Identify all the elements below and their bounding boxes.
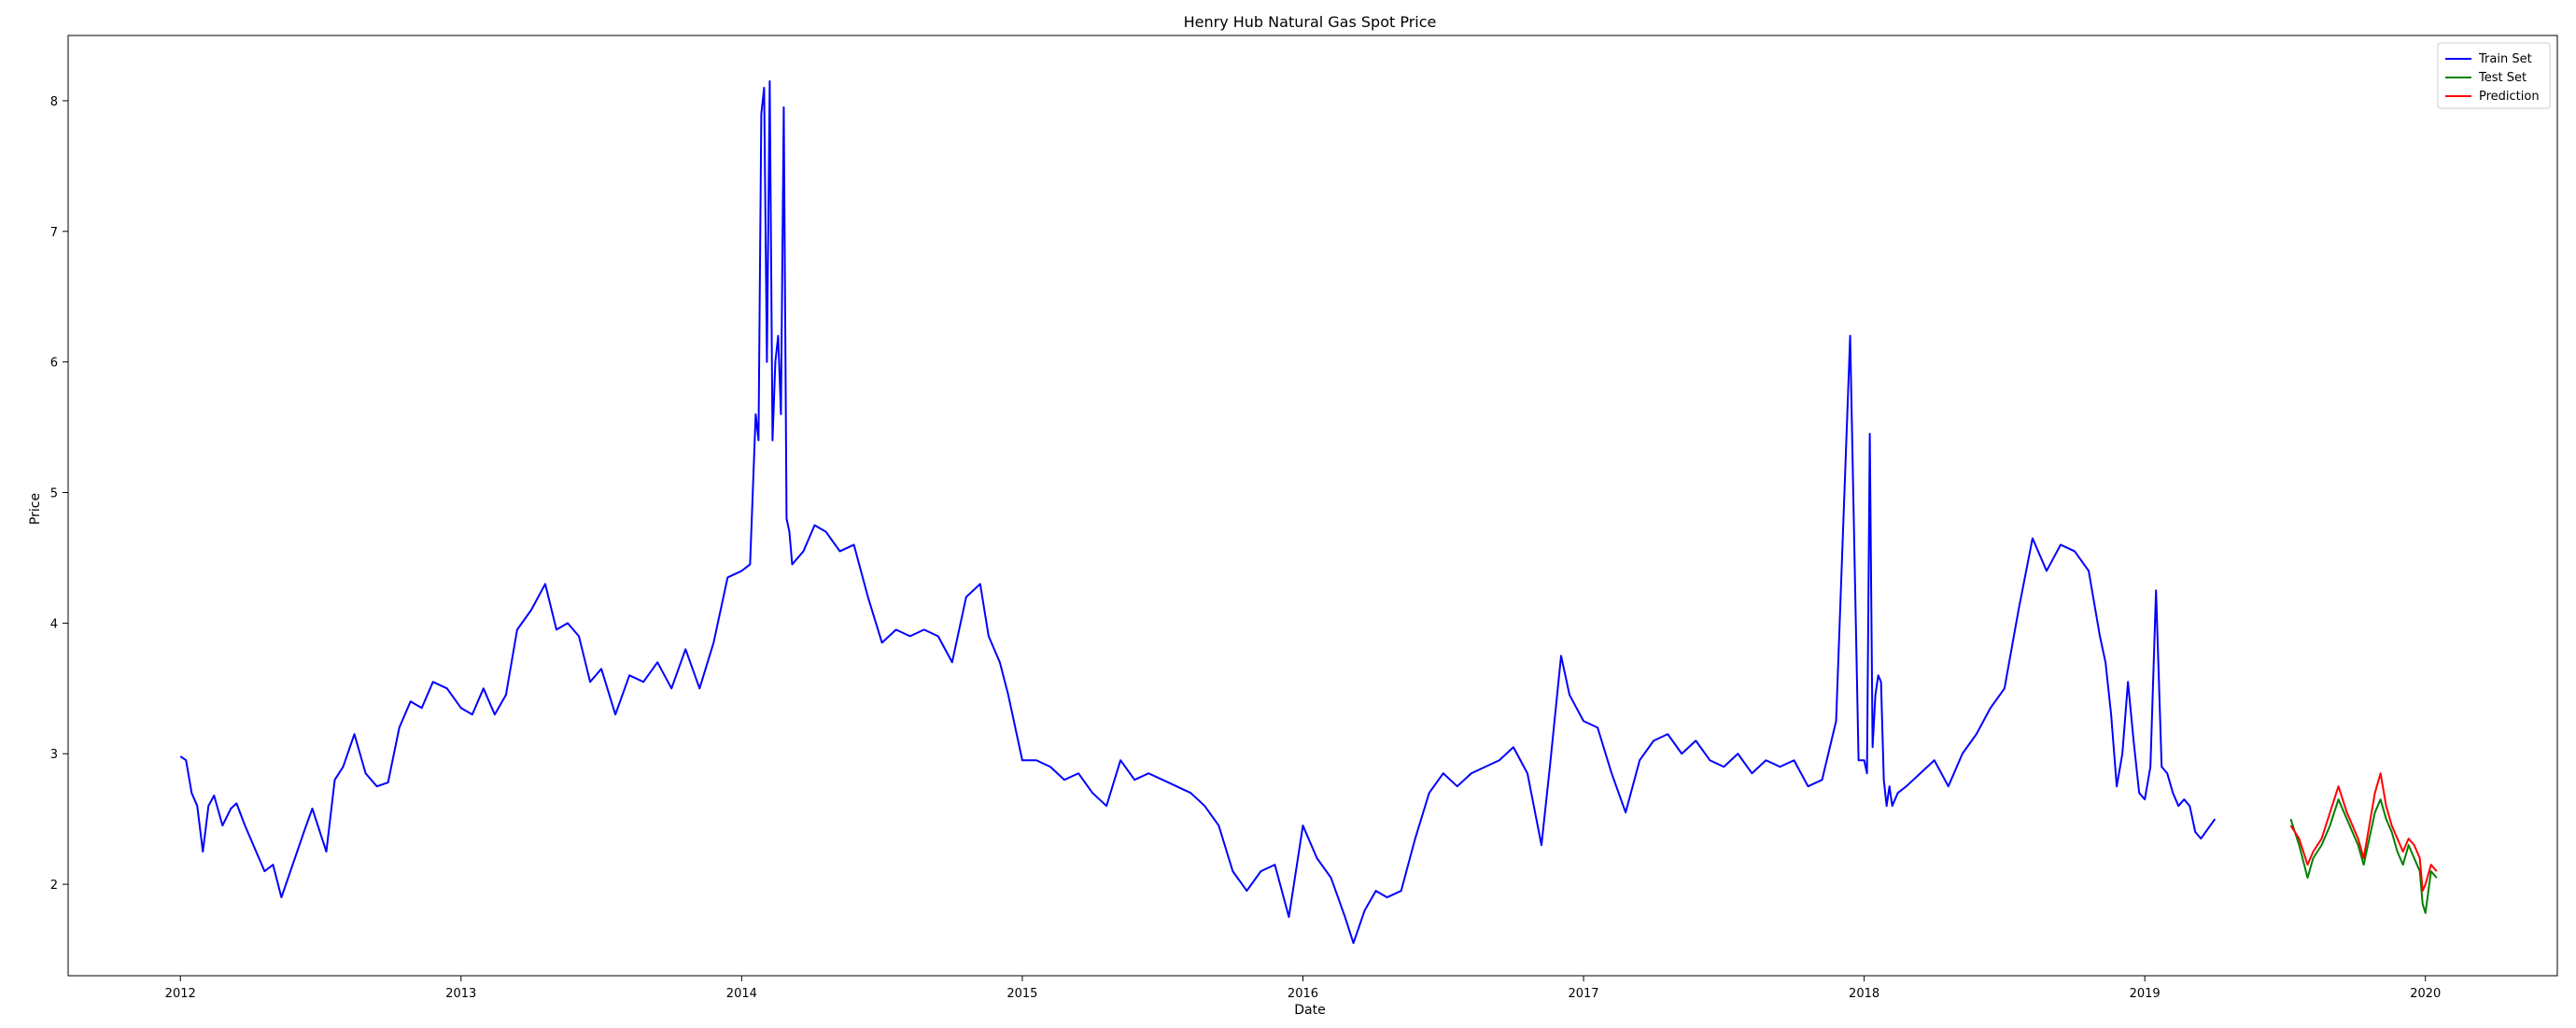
y-axis-label: Price (28, 493, 43, 525)
series-line-train-set (179, 79, 2217, 945)
series-layer (179, 79, 2438, 945)
x-tick-label: 2013 (445, 987, 476, 1001)
y-tick-label: 3 (50, 748, 58, 762)
y-tick-label: 8 (50, 95, 58, 109)
y-tick-label: 4 (50, 617, 58, 631)
y-tick-label: 2 (50, 879, 58, 893)
x-tick-label: 2014 (726, 987, 757, 1001)
axes-frame (67, 35, 2558, 977)
legend-label-test-set: Test Set (2478, 71, 2527, 85)
legend-label-prediction: Prediction (2479, 90, 2540, 104)
x-tick-label: 2017 (1568, 987, 1598, 1001)
y-tick-label: 6 (50, 357, 58, 371)
x-tick-label: 2015 (1006, 987, 1037, 1001)
x-tick-label: 2016 (1288, 987, 1318, 1001)
axes-layer: 2012 2013 2014 2015 2016 2017 2018 2019 2020 2 3 4 5… (50, 35, 2558, 1001)
series-line-test-set (2289, 798, 2438, 914)
y-tick-label: 5 (50, 487, 58, 501)
series-line-prediction (2289, 772, 2438, 893)
chart-title: Henry Hub Natural Gas Spot Price (1184, 13, 1437, 31)
x-tick-label: 2019 (2130, 987, 2161, 1001)
legend-label-train-set: Train Set (2478, 52, 2532, 66)
legend: Train Set Test Set Prediction (2437, 42, 2551, 109)
x-tick-label: 2020 (2410, 987, 2441, 1001)
x-axis-label: Date (1294, 1003, 1325, 1018)
x-tick-label: 2018 (1849, 987, 1879, 1001)
y-tick-label: 7 (50, 226, 58, 240)
x-tick-label: 2012 (165, 987, 196, 1001)
